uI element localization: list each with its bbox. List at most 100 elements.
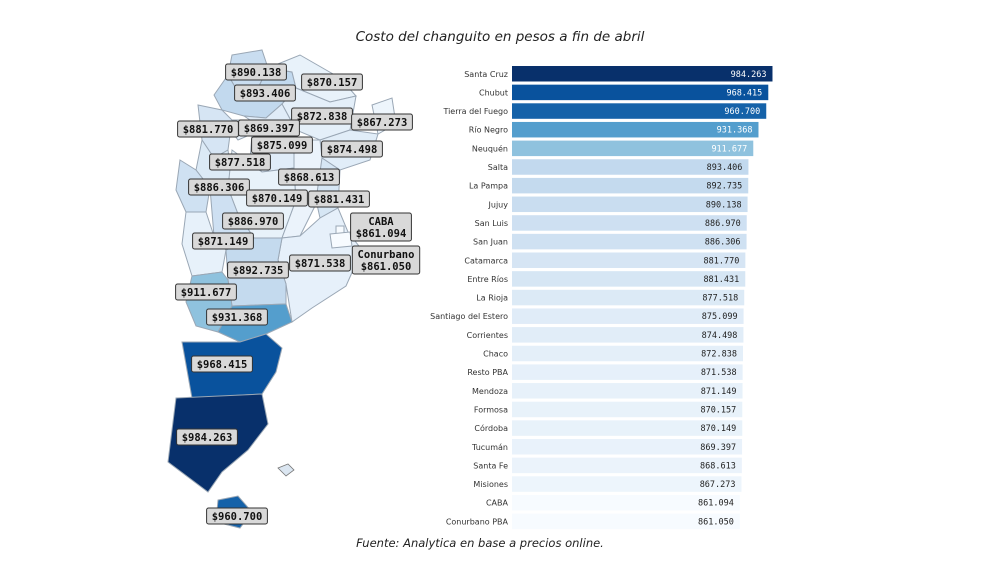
bar-salta <box>512 159 749 175</box>
category-label: Chubut <box>479 88 508 97</box>
argentina-map: $890.138 $870.157 $893.406 $872.838 $867.273… <box>167 49 421 529</box>
value-label: 875.099 <box>702 312 738 322</box>
svg-text:$872.838: $872.838 <box>297 111 348 123</box>
map-label-río-negro: $931.368 <box>206 308 268 326</box>
value-label: 861.094 <box>698 499 734 509</box>
category-label: Catamarca <box>464 256 508 265</box>
value-label: 890.138 <box>706 200 742 210</box>
bar-san-juan <box>512 233 747 250</box>
bar-santa-fe <box>512 457 742 474</box>
map-label-córdoba: $870.149 <box>246 189 308 207</box>
map-label-tierra-del-fuego: $960.700 <box>206 507 268 525</box>
map-label-santiago-del-estero: $875.099 <box>251 136 313 154</box>
bar-caba <box>512 494 740 511</box>
category-label: Jujuy <box>488 200 509 209</box>
value-label: 911.677 <box>711 144 747 154</box>
value-label: 881.770 <box>704 256 740 266</box>
value-label: 892.735 <box>706 182 742 192</box>
bar-chaco <box>512 345 743 362</box>
svg-text:CABA: CABA <box>368 216 394 228</box>
chart-source: Fuente: Analytica en base a precios onli… <box>356 536 604 550</box>
svg-text:$893.406: $893.406 <box>240 88 291 100</box>
svg-text:$868.613: $868.613 <box>284 172 335 184</box>
category-label: Salta <box>488 163 508 172</box>
map-label-san-luis: $886.970 <box>222 212 284 230</box>
value-label: 872.838 <box>701 350 737 360</box>
map-label-caba: CABA$861.094 <box>350 212 412 242</box>
map-label-santa-fe: $868.613 <box>278 168 340 186</box>
map-label-la-rioja: $877.518 <box>209 153 271 171</box>
chart-title: Costo del changuito en pesos a fin de ab… <box>355 29 645 45</box>
map-label-tucumán: $869.397 <box>238 119 300 137</box>
category-label: Resto PBA <box>467 368 508 377</box>
map-label-formosa: $870.157 <box>301 73 363 91</box>
value-label: 886.970 <box>705 219 741 229</box>
category-label: Tucumán <box>471 443 508 452</box>
map-label-conurbano-pba: Conurbano$861.050 <box>351 245 421 275</box>
category-label: Santa Cruz <box>464 70 508 79</box>
islands-shape <box>277 463 295 477</box>
bar-la-rioja <box>512 289 745 306</box>
map-region-conurbano-pba <box>329 231 353 249</box>
map-label-jujuy: $890.138 <box>225 63 287 81</box>
category-label: Neuquén <box>472 143 508 153</box>
map-label-san-juan: $886.306 <box>188 178 250 196</box>
bar-mendoza <box>512 383 743 399</box>
svg-text:$968.415: $968.415 <box>197 359 248 371</box>
bar-resto-pba <box>512 364 743 380</box>
svg-text:$931.368: $931.368 <box>212 312 263 324</box>
svg-text:$870.157: $870.157 <box>307 77 358 89</box>
svg-text:$881.770: $881.770 <box>183 124 234 136</box>
bar-santiago-del-estero <box>512 308 744 324</box>
bar-córdoba <box>512 420 743 436</box>
svg-text:$877.518: $877.518 <box>215 157 266 169</box>
bar-formosa <box>512 401 743 418</box>
svg-text:$871.538: $871.538 <box>295 258 346 270</box>
value-label: 871.149 <box>701 387 737 397</box>
svg-text:$871.149: $871.149 <box>198 236 249 248</box>
bar-chubut <box>512 84 769 101</box>
svg-text:$874.498: $874.498 <box>327 144 378 156</box>
map-label-chubut: $968.415 <box>191 355 253 373</box>
svg-text:Conurbano: Conurbano <box>358 249 415 261</box>
svg-text:$911.677: $911.677 <box>181 287 232 299</box>
category-label: San Luis <box>475 219 508 228</box>
svg-text:$892.735: $892.735 <box>233 265 284 277</box>
value-label: 931.368 <box>717 126 753 136</box>
category-label: Tierra del Fuego <box>442 107 508 116</box>
category-label: Mendoza <box>472 387 508 396</box>
category-label: La Pampa <box>469 182 508 191</box>
bar-la-pampa <box>512 177 749 194</box>
svg-text:$875.099: $875.099 <box>257 140 308 152</box>
value-label: 869.397 <box>700 443 736 453</box>
svg-text:$870.149: $870.149 <box>252 193 303 205</box>
map-label-catamarca: $881.770 <box>177 120 239 138</box>
category-label: Entre Ríos <box>467 275 508 284</box>
svg-text:$861.050: $861.050 <box>361 261 412 273</box>
value-label: 877.518 <box>702 294 738 304</box>
map-label-misiones: $867.273 <box>351 113 413 131</box>
value-label: 870.149 <box>700 424 736 434</box>
value-label: 984.263 <box>731 70 767 80</box>
bar-jujuy <box>512 196 748 213</box>
map-label-santa-cruz: $984.263 <box>176 428 238 446</box>
svg-text:$960.700: $960.700 <box>212 511 263 523</box>
svg-text:$890.138: $890.138 <box>231 67 282 79</box>
svg-text:$886.306: $886.306 <box>194 182 245 194</box>
svg-text:$869.397: $869.397 <box>244 123 295 135</box>
map-label-la-pampa: $892.735 <box>227 261 289 279</box>
category-label: Formosa <box>474 405 508 414</box>
map-label-corrientes: $874.498 <box>321 140 383 158</box>
svg-text:$886.970: $886.970 <box>228 216 279 228</box>
svg-text:$867.273: $867.273 <box>357 117 408 129</box>
category-label: Conurbano PBA <box>446 517 509 526</box>
value-label: 886.306 <box>705 238 741 248</box>
value-label: 881.431 <box>703 275 739 285</box>
svg-text:$861.094: $861.094 <box>356 228 407 240</box>
value-label: 874.498 <box>702 331 738 341</box>
bar-misiones <box>512 476 742 492</box>
category-label: Santa Fe <box>473 461 508 470</box>
category-label: Córdoba <box>474 423 508 433</box>
value-label: 861.050 <box>698 517 734 527</box>
